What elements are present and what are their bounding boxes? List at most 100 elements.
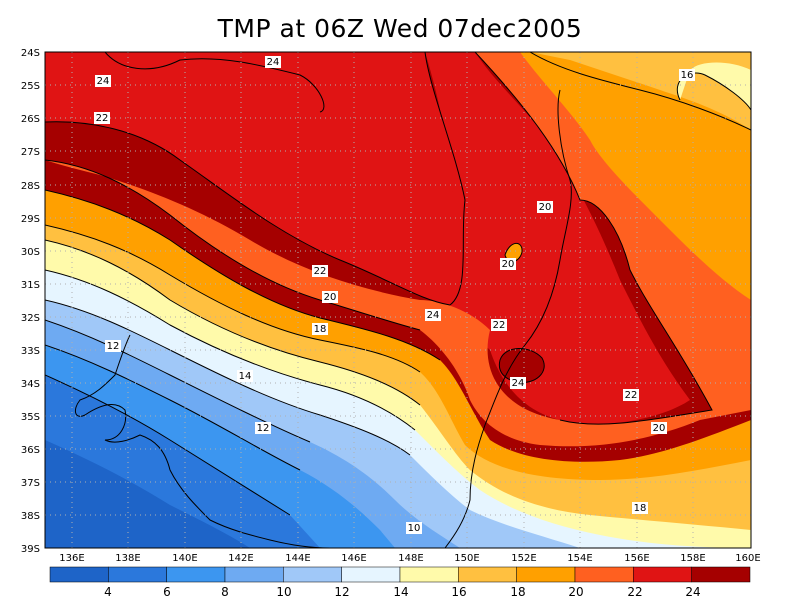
svg-text:24: 24 bbox=[97, 76, 110, 87]
lon-tick: 160E bbox=[735, 553, 760, 564]
colorbar-label: 14 bbox=[393, 585, 408, 599]
colorbar-label: 10 bbox=[276, 585, 291, 599]
lat-tick: 29S bbox=[21, 214, 40, 225]
coastline bbox=[74, 89, 572, 548]
svg-text:20: 20 bbox=[502, 259, 515, 270]
contour-label: 20 bbox=[651, 422, 667, 434]
lat-tick: 36S bbox=[21, 445, 40, 456]
contour-label: 18 bbox=[312, 323, 328, 335]
lat-tick: 28S bbox=[21, 181, 40, 192]
colorbar bbox=[49, 566, 751, 583]
lat-tick: 31S bbox=[21, 280, 40, 291]
colorbar-swatch bbox=[108, 566, 167, 583]
svg-text:16: 16 bbox=[681, 70, 694, 81]
colorbar-swatch bbox=[224, 566, 284, 583]
colorbar-swatch bbox=[283, 566, 342, 583]
band-16-ne bbox=[677, 62, 751, 110]
band-below-4 bbox=[45, 440, 250, 548]
lat-tick: 32S bbox=[21, 313, 40, 324]
colorbar-swatch bbox=[633, 566, 692, 583]
lon-tick: 140E bbox=[172, 553, 197, 564]
svg-text:22: 22 bbox=[625, 390, 638, 401]
band-18-20-ne bbox=[470, 52, 751, 300]
colorbar-label: 24 bbox=[685, 585, 700, 599]
colorbar-swatch bbox=[341, 566, 401, 583]
contour-label: 12 bbox=[255, 422, 271, 434]
colorbar-label: 18 bbox=[510, 585, 525, 599]
lat-tick: 30S bbox=[21, 247, 40, 258]
contour-label: 14 bbox=[237, 370, 253, 382]
contour-label: 24 bbox=[95, 75, 111, 87]
lon-tick: 154E bbox=[567, 553, 592, 564]
colorbar-swatch bbox=[166, 566, 226, 583]
colorbar-label: 12 bbox=[334, 585, 349, 599]
lon-tick: 158E bbox=[680, 553, 705, 564]
colorbar-label: 8 bbox=[221, 585, 229, 599]
svg-text:24: 24 bbox=[427, 310, 440, 321]
band-24-spot bbox=[499, 348, 545, 383]
colorbar-label: 4 bbox=[104, 585, 112, 599]
contour-label: 22 bbox=[623, 389, 639, 401]
svg-text:18: 18 bbox=[634, 503, 647, 514]
svg-text:12: 12 bbox=[257, 423, 270, 434]
contour-label: 12 bbox=[105, 340, 121, 352]
lon-tick: 144E bbox=[285, 553, 310, 564]
colorbar-label: 6 bbox=[163, 585, 171, 599]
colorbar-labels: 4 6 8 10 12 14 16 18 20 22 24 bbox=[104, 585, 700, 599]
colorbar-swatch bbox=[691, 566, 751, 583]
lon-axis: 136E 138E 140E 142E 144E 146E 148E 150E … bbox=[59, 553, 760, 564]
lon-tick: 146E bbox=[341, 553, 366, 564]
svg-text:22: 22 bbox=[96, 113, 109, 124]
contour-label: 24 bbox=[265, 56, 281, 68]
contour-label: 20 bbox=[537, 201, 553, 213]
svg-text:22: 22 bbox=[314, 266, 327, 277]
colorbar-swatch bbox=[458, 566, 517, 583]
band-20-spot bbox=[505, 243, 523, 262]
svg-text:20: 20 bbox=[324, 292, 337, 303]
colorbar-label: 20 bbox=[568, 585, 583, 599]
colorbar-label: 22 bbox=[627, 585, 642, 599]
contour-label: 24 bbox=[510, 377, 526, 389]
svg-text:14: 14 bbox=[239, 371, 252, 382]
lon-tick: 156E bbox=[624, 553, 649, 564]
lat-tick: 25S bbox=[21, 81, 40, 92]
lon-tick: 142E bbox=[228, 553, 253, 564]
lat-tick: 35S bbox=[21, 412, 40, 423]
contour-label: 10 bbox=[406, 522, 422, 534]
contour-label: 22 bbox=[94, 112, 110, 124]
lon-tick: 148E bbox=[398, 553, 423, 564]
band-22-24 bbox=[45, 52, 465, 305]
contour-label: 16 bbox=[679, 69, 695, 81]
lat-tick: 27S bbox=[21, 147, 40, 158]
lon-tick: 136E bbox=[59, 553, 84, 564]
lon-tick: 138E bbox=[115, 553, 140, 564]
svg-text:22: 22 bbox=[493, 320, 506, 331]
lat-tick: 33S bbox=[21, 346, 40, 357]
colorbar-swatch bbox=[574, 566, 634, 583]
svg-text:24: 24 bbox=[512, 378, 525, 389]
svg-text:12: 12 bbox=[107, 341, 120, 352]
contour-label: 20 bbox=[322, 291, 338, 303]
lat-tick: 24S bbox=[21, 48, 40, 59]
lat-tick: 39S bbox=[21, 544, 40, 555]
contour-label: 22 bbox=[312, 265, 328, 277]
lon-tick: 152E bbox=[511, 553, 536, 564]
svg-text:18: 18 bbox=[314, 324, 327, 335]
colorbar-label: 16 bbox=[451, 585, 466, 599]
colorbar-swatch bbox=[49, 566, 109, 583]
temperature-field bbox=[45, 52, 751, 548]
map-title: TMP at 06Z Wed 07dec2005 bbox=[217, 14, 583, 43]
contour-label: 24 bbox=[425, 309, 441, 321]
lat-tick: 37S bbox=[21, 478, 40, 489]
lat-axis: 24S 25S 26S 27S 28S 29S 30S 31S 32S 33S … bbox=[21, 48, 40, 555]
lat-tick: 38S bbox=[21, 511, 40, 522]
contour-label: 20 bbox=[500, 258, 516, 270]
svg-text:24: 24 bbox=[267, 57, 280, 68]
contour-label: 18 bbox=[632, 502, 648, 514]
lat-tick: 26S bbox=[21, 114, 40, 125]
colorbar-swatch bbox=[516, 566, 576, 583]
lat-tick: 34S bbox=[21, 379, 40, 390]
colorbar-swatch bbox=[399, 566, 459, 583]
lon-tick: 150E bbox=[454, 553, 479, 564]
